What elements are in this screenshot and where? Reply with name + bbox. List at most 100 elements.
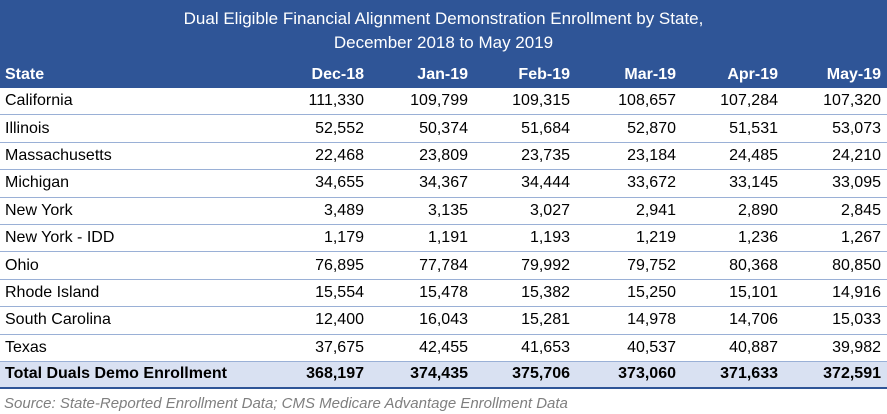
column-header-month: Apr-19 [682,62,784,88]
value-cell: 80,850 [784,251,887,280]
value-cell: 34,444 [474,169,576,198]
value-cell: 107,320 [784,88,887,116]
value-cell: 79,752 [576,251,682,280]
value-cell: 15,033 [784,306,887,335]
value-cell: 2,845 [784,197,887,225]
value-cell: 76,895 [266,251,370,280]
table-title: Dual Eligible Financial Alignment Demons… [0,0,887,62]
value-cell: 107,284 [682,88,784,116]
value-cell: 24,210 [784,142,887,171]
value-cell: 12,400 [266,306,370,335]
column-header-month: Mar-19 [576,62,682,88]
source-note: Source: State-Reported Enrollment Data; … [4,394,568,412]
value-cell: 34,655 [266,169,370,198]
value-cell: 23,184 [576,142,682,171]
column-header-month: Feb-19 [474,62,576,88]
state-cell: New York [0,197,266,225]
title-line-1: Dual Eligible Financial Alignment Demons… [183,9,704,28]
value-cell: 37,675 [266,334,370,362]
value-cell: 111,330 [266,88,370,116]
value-cell: 52,552 [266,114,370,143]
value-cell: 1,193 [474,224,576,253]
value-cell: 1,219 [576,224,682,253]
total-value-cell: 368,197 [266,360,370,389]
state-cell: California [0,88,266,116]
value-cell: 40,537 [576,334,682,362]
value-cell: 33,095 [784,169,887,198]
value-cell: 24,485 [682,142,784,171]
value-cell: 2,890 [682,197,784,225]
table-row: Illinois 52,552 50,374 51,684 52,870 51,… [0,114,887,143]
state-cell: Texas [0,334,266,362]
value-cell: 1,236 [682,224,784,253]
value-cell: 2,941 [576,197,682,225]
total-label: Total Duals Demo Enrollment [0,360,266,389]
value-cell: 16,043 [370,306,474,335]
state-cell: Michigan [0,169,266,198]
value-cell: 109,799 [370,88,474,116]
column-header-state: State [0,62,266,88]
table-row: South Carolina 12,400 16,043 15,281 14,9… [0,306,887,335]
total-value-cell: 373,060 [576,360,682,389]
value-cell: 40,887 [682,334,784,362]
table-row: Ohio 76,895 77,784 79,992 79,752 80,368 … [0,251,887,280]
value-cell: 1,267 [784,224,887,253]
state-cell: New York - IDD [0,224,266,253]
value-cell: 15,101 [682,279,784,308]
value-cell: 22,468 [266,142,370,171]
value-cell: 42,455 [370,334,474,362]
table-row: Texas 37,675 42,455 41,653 40,537 40,887… [0,334,887,362]
table-row: Rhode Island 15,554 15,478 15,382 15,250… [0,279,887,308]
total-value-cell: 372,591 [784,360,887,389]
value-cell: 51,684 [474,114,576,143]
column-header-month: May-19 [784,62,887,88]
value-cell: 15,281 [474,306,576,335]
value-cell: 80,368 [682,251,784,280]
value-cell: 34,367 [370,169,474,198]
state-cell: Massachusetts [0,142,266,171]
table-row: New York 3,489 3,135 3,027 2,941 2,890 2… [0,197,887,225]
value-cell: 23,809 [370,142,474,171]
value-cell: 14,916 [784,279,887,308]
value-cell: 41,653 [474,334,576,362]
state-cell: Ohio [0,251,266,280]
title-line-2: December 2018 to May 2019 [333,33,554,52]
enrollment-table: State Dec-18 Jan-19 Feb-19 Mar-19 Apr-19… [0,62,887,389]
value-cell: 3,489 [266,197,370,225]
state-cell: Illinois [0,114,266,143]
value-cell: 1,179 [266,224,370,253]
table-row: New York - IDD 1,179 1,191 1,193 1,219 1… [0,224,887,253]
total-row: Total Duals Demo Enrollment 368,197 374,… [0,360,887,389]
value-cell: 39,982 [784,334,887,362]
value-cell: 15,382 [474,279,576,308]
table-row: Massachusetts 22,468 23,809 23,735 23,18… [0,142,887,171]
total-value-cell: 371,633 [682,360,784,389]
value-cell: 52,870 [576,114,682,143]
value-cell: 14,706 [682,306,784,335]
value-cell: 33,145 [682,169,784,198]
value-cell: 51,531 [682,114,784,143]
value-cell: 3,027 [474,197,576,225]
total-value-cell: 375,706 [474,360,576,389]
column-header-month: Dec-18 [266,62,370,88]
column-header-month: Jan-19 [370,62,474,88]
value-cell: 23,735 [474,142,576,171]
table-row: Michigan 34,655 34,367 34,444 33,672 33,… [0,169,887,198]
value-cell: 50,374 [370,114,474,143]
header-row: State Dec-18 Jan-19 Feb-19 Mar-19 Apr-19… [0,62,887,88]
value-cell: 3,135 [370,197,474,225]
state-cell: Rhode Island [0,279,266,308]
value-cell: 108,657 [576,88,682,116]
table-row: California 111,330 109,799 109,315 108,6… [0,88,887,116]
value-cell: 1,191 [370,224,474,253]
value-cell: 79,992 [474,251,576,280]
state-cell: South Carolina [0,306,266,335]
value-cell: 33,672 [576,169,682,198]
value-cell: 15,250 [576,279,682,308]
total-value-cell: 374,435 [370,360,474,389]
value-cell: 53,073 [784,114,887,143]
value-cell: 77,784 [370,251,474,280]
value-cell: 109,315 [474,88,576,116]
value-cell: 15,554 [266,279,370,308]
